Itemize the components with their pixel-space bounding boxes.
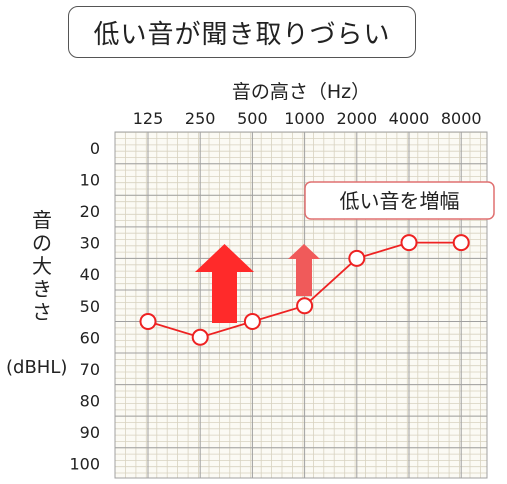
x-axis-label: 音の高さ（Hz） xyxy=(232,81,370,103)
data-point xyxy=(191,328,209,346)
arrows xyxy=(195,244,320,323)
data-point xyxy=(348,249,366,267)
data-point xyxy=(296,297,314,315)
y-tick-label: 10 xyxy=(80,171,100,190)
data-point xyxy=(400,234,418,252)
y-tick-labels: 0 10 20 30 40 50 60 70 80 90 100 xyxy=(69,139,100,474)
x-tick-label: 125 xyxy=(133,109,164,128)
y-tick-label: 30 xyxy=(80,234,100,253)
y-tick-label: 60 xyxy=(80,328,100,347)
arrow-up-small xyxy=(288,244,320,296)
y-tick-label: 70 xyxy=(80,360,100,379)
x-tick-label: 250 xyxy=(185,109,216,128)
y-tick-label: 20 xyxy=(80,202,100,221)
y-axis-unit: (dBHL) xyxy=(6,357,67,378)
y-tick-label: 100 xyxy=(69,455,100,474)
x-tick-label: 8000 xyxy=(441,109,482,128)
y-axis-label-char: 大 xyxy=(32,254,52,278)
y-tick-label: 50 xyxy=(80,297,100,316)
annotation-box: 低い音を増幅 xyxy=(304,181,495,220)
y-tick-label: 80 xyxy=(80,391,100,410)
annotation-border xyxy=(304,181,495,220)
y-tick-label: 40 xyxy=(80,265,100,284)
title-box: 低い音が聞き取りづらい xyxy=(68,6,416,58)
x-tick-label: 1000 xyxy=(284,109,325,128)
y-axis-label-char: 音 xyxy=(32,208,52,232)
data-point xyxy=(139,313,157,330)
x-tick-label: 2000 xyxy=(336,109,377,128)
data-point xyxy=(452,234,470,252)
y-tick-label: 0 xyxy=(90,139,100,158)
y-axis-label-char: の xyxy=(32,231,52,255)
y-axis-label-char: さ xyxy=(32,300,52,324)
annotation-text: 低い音を増幅 xyxy=(340,189,460,213)
x-tick-labels: 125 250 500 1000 2000 4000 8000 xyxy=(133,109,482,128)
data-point xyxy=(243,313,261,330)
y-tick-label: 90 xyxy=(80,423,100,442)
arrow-up-large xyxy=(195,244,254,323)
plot-border xyxy=(114,131,488,479)
chart-title: 低い音が聞き取りづらい xyxy=(93,19,391,50)
x-tick-label: 4000 xyxy=(389,109,430,128)
x-tick-label: 500 xyxy=(237,109,268,128)
y-axis-label-char: き xyxy=(32,277,52,301)
series xyxy=(139,234,470,346)
